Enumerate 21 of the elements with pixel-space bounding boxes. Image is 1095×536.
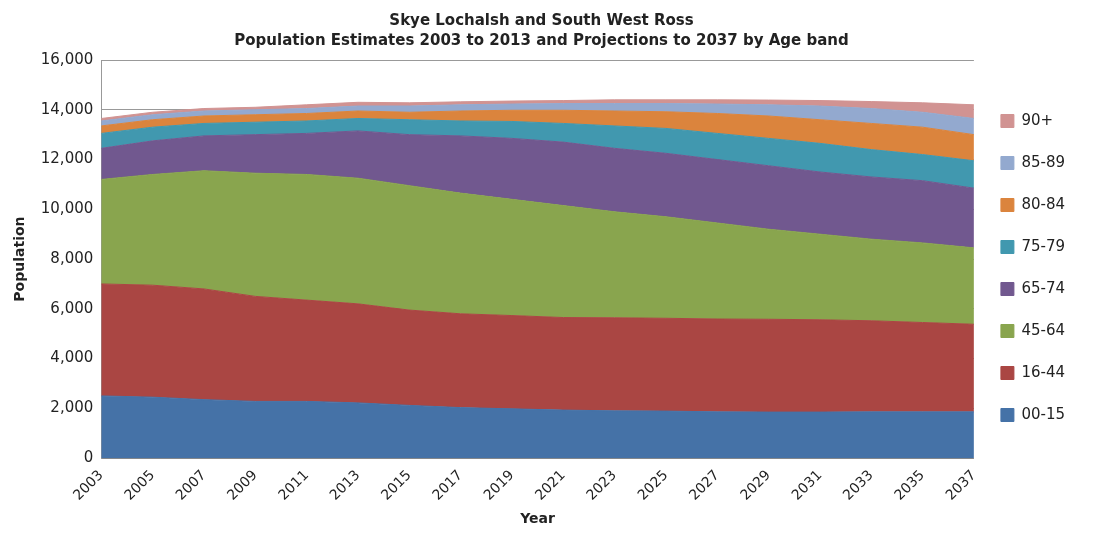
y-tick-label: 6,000 xyxy=(50,298,94,317)
y-tick-label: 16,000 xyxy=(40,49,94,68)
legend-label: 16-44 xyxy=(1021,362,1066,381)
y-tick-label: 8,000 xyxy=(50,248,94,267)
y-tick-label: 12,000 xyxy=(40,149,94,168)
legend-label: 80-84 xyxy=(1021,194,1066,213)
legend-label: 65-74 xyxy=(1021,278,1066,297)
legend-label: 90+ xyxy=(1021,110,1054,129)
chart-subtitle: Population Estimates 2003 to 2013 and Projections to 2037 by Age band xyxy=(234,30,849,49)
legend-label: 45-64 xyxy=(1021,320,1066,339)
y-tick-label: 10,000 xyxy=(40,199,94,218)
y-tick-label: 0 xyxy=(83,448,94,467)
y-axis-title: Population xyxy=(11,216,28,302)
y-tick-label: 14,000 xyxy=(40,99,94,118)
legend-label: 85-89 xyxy=(1021,152,1066,171)
y-tick-label: 2,000 xyxy=(50,398,94,417)
legend-label: 75-79 xyxy=(1021,236,1066,255)
legend-label: 00-15 xyxy=(1021,404,1066,423)
x-axis-title: Year xyxy=(519,510,556,527)
chart-title: Skye Lochalsh and South West Ross xyxy=(389,10,694,29)
y-tick-label: 4,000 xyxy=(50,348,94,367)
